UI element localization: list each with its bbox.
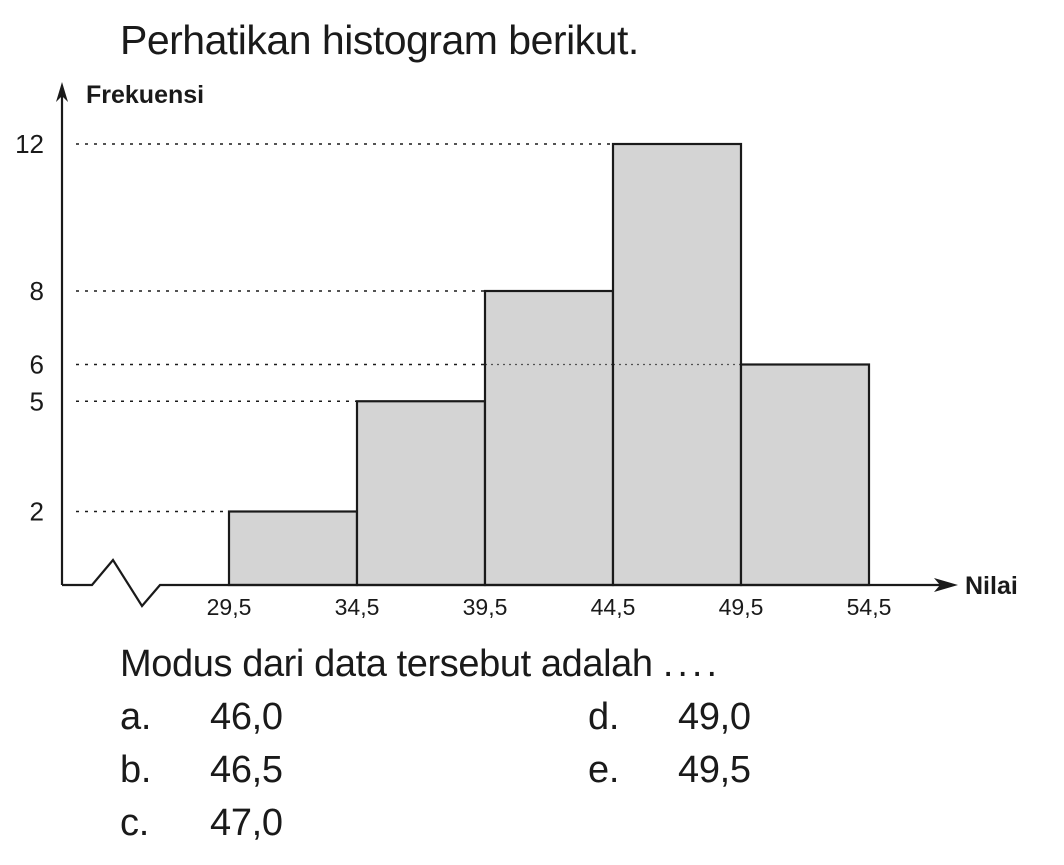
option-e-value: 49,5 bbox=[678, 749, 751, 791]
y-tick-label-12: 12 bbox=[15, 129, 44, 159]
option-b[interactable]: b. 46,5 bbox=[120, 746, 283, 794]
x-tick-label-49-5: 49,5 bbox=[719, 594, 764, 620]
option-a[interactable]: a. 46,0 bbox=[120, 693, 283, 741]
option-c-label: c. bbox=[120, 802, 149, 844]
option-e[interactable]: e. 49,5 bbox=[588, 746, 751, 794]
y-tick-label-6: 6 bbox=[30, 350, 44, 380]
option-c-value: 47,0 bbox=[210, 802, 283, 844]
bar-44,5 bbox=[611, 142, 743, 587]
x-tick-labels: 29,5 34,5 39,5 44,5 49,5 54,5 bbox=[207, 594, 892, 620]
bar-34,5 bbox=[355, 400, 487, 587]
bars bbox=[227, 142, 871, 587]
x-axis-label: Nilai bbox=[965, 572, 1018, 600]
x-tick-label-44-5: 44,5 bbox=[591, 594, 636, 620]
y-tick-label-2: 2 bbox=[30, 497, 44, 527]
y-axis-arrow bbox=[56, 82, 68, 102]
question-dots: .... bbox=[662, 643, 722, 685]
question-stem: Modus dari data tersebut adalah bbox=[120, 643, 653, 685]
x-axis-break bbox=[62, 558, 952, 608]
y-tick-label-8: 8 bbox=[30, 276, 44, 306]
axes bbox=[56, 82, 958, 608]
x-tick-label-39-5: 39,5 bbox=[463, 594, 508, 620]
page-title: Perhatikan histogram berikut. bbox=[120, 17, 639, 63]
bar-49,5 bbox=[739, 363, 871, 587]
bar-39,5 bbox=[483, 289, 615, 587]
option-a-label: a. bbox=[120, 696, 152, 738]
question-text: Modus dari data tersebut adalah .... bbox=[120, 640, 721, 688]
option-e-label: e. bbox=[588, 749, 620, 791]
option-d-value: 49,0 bbox=[678, 696, 751, 738]
option-d[interactable]: d. 49,0 bbox=[588, 693, 751, 741]
y-tick-labels: 2 5 6 8 12 bbox=[15, 129, 44, 527]
bar-29,5 bbox=[227, 510, 359, 587]
y-tick-label-5: 5 bbox=[30, 386, 44, 416]
option-d-label: d. bbox=[588, 696, 620, 738]
option-c[interactable]: c. 47,0 bbox=[120, 799, 283, 847]
option-b-label: b. bbox=[120, 749, 152, 791]
histogram-chart: 2 5 6 8 12 29,5 34,5 39,5 44,5 49,5 54,5 Frekuens… bbox=[15, 81, 1018, 620]
x-tick-label-34-5: 34,5 bbox=[335, 594, 380, 620]
x-tick-label-29-5: 29,5 bbox=[207, 594, 252, 620]
y-axis-label: Frekuensi bbox=[86, 81, 204, 109]
option-a-value: 46,0 bbox=[210, 696, 283, 738]
option-b-value: 46,5 bbox=[210, 749, 283, 791]
x-axis-arrow bbox=[934, 578, 958, 592]
x-tick-label-54-5: 54,5 bbox=[847, 594, 892, 620]
